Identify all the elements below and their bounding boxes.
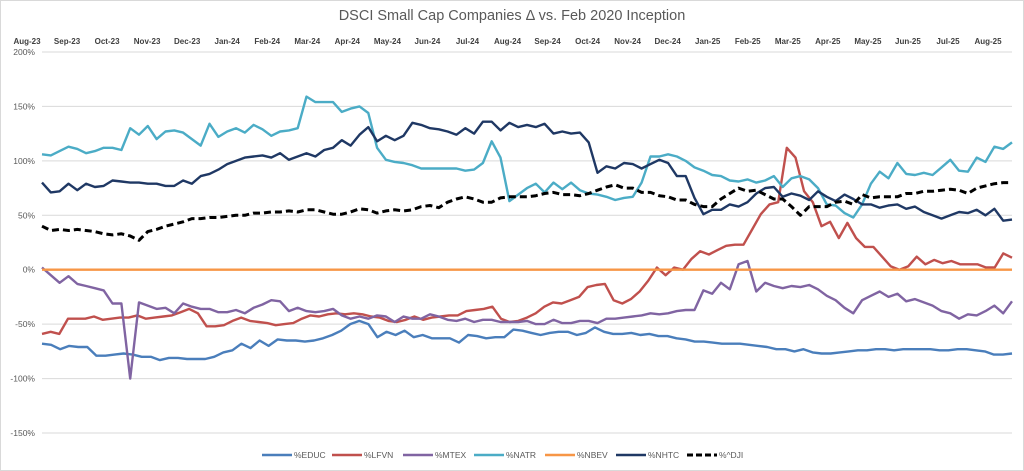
x-tick-label: Feb-25: [735, 37, 761, 46]
legend: %EDUC %LFVN %MTEX %NATR %NBEV %NHTC %^DJI: [262, 450, 743, 460]
y-tick-label: -150%: [10, 428, 35, 438]
x-tick-label: Jun-24: [415, 37, 441, 46]
y-axis: 200% 150% 100% 50% 0% -50% -100% -150%: [10, 47, 35, 438]
x-tick-label: Apr-24: [335, 37, 361, 46]
series-line-mtex: [41, 259, 1013, 380]
y-tick-label: -100%: [10, 374, 35, 384]
x-tick-label: Aug-25: [974, 37, 1002, 46]
legend-label: %EDUC: [294, 450, 326, 460]
x-tick-label: May-24: [374, 37, 402, 46]
x-tick-label: Apr-25: [815, 37, 841, 46]
x-tick-label: Sep-23: [54, 37, 81, 46]
series-lines: [41, 95, 1013, 380]
x-tick-label: Jan-25: [695, 37, 721, 46]
legend-label: %^DJI: [719, 450, 743, 460]
x-tick-label: Jul-25: [936, 37, 960, 46]
x-tick-label: Dec-24: [655, 37, 682, 46]
series-line-dji: [41, 181, 1012, 242]
legend-label: %MTEX: [435, 450, 467, 460]
x-axis: Aug-23 Sep-23 Oct-23 Nov-23 Dec-23 Jan-24 Feb-…: [13, 37, 1002, 46]
series-line-natr: [41, 95, 1013, 219]
y-tick-label: 150%: [13, 101, 35, 111]
legend-label: %LFVN: [364, 450, 393, 460]
x-tick-label: May-25: [854, 37, 882, 46]
legend-label: %NHTC: [648, 450, 679, 460]
x-tick-label: Mar-25: [775, 37, 801, 46]
legend-label: %NATR: [506, 450, 536, 460]
x-tick-label: Feb-24: [254, 37, 280, 46]
gridlines: [42, 51, 1012, 434]
series-line-lfvn: [41, 146, 1013, 336]
y-tick-label: -50%: [15, 319, 35, 329]
x-tick-label: Jun-25: [895, 37, 921, 46]
legend-label: %NBEV: [577, 450, 608, 460]
x-tick-label: Oct-24: [575, 37, 600, 46]
chart-title: DSCI Small Cap Companies Δ vs. Feb 2020 …: [338, 8, 686, 24]
x-tick-label: Nov-24: [614, 37, 641, 46]
x-tick-label: Dec-23: [174, 37, 201, 46]
x-tick-label: Aug-24: [494, 37, 522, 46]
x-tick-label: Aug-23: [13, 37, 41, 46]
x-tick-label: Mar-24: [294, 37, 320, 46]
x-tick-label: Jul-24: [456, 37, 480, 46]
series-line-educ: [41, 319, 1013, 362]
series-line-nhtc: [41, 120, 1013, 222]
x-tick-label: Sep-24: [534, 37, 561, 46]
y-tick-label: 100%: [13, 156, 35, 166]
y-tick-label: 50%: [18, 210, 35, 220]
y-tick-label: 0%: [23, 265, 36, 275]
x-tick-label: Oct-23: [95, 37, 120, 46]
x-tick-label: Jan-24: [215, 37, 241, 46]
x-tick-label: Nov-23: [134, 37, 161, 46]
y-tick-label: 200%: [13, 47, 35, 57]
